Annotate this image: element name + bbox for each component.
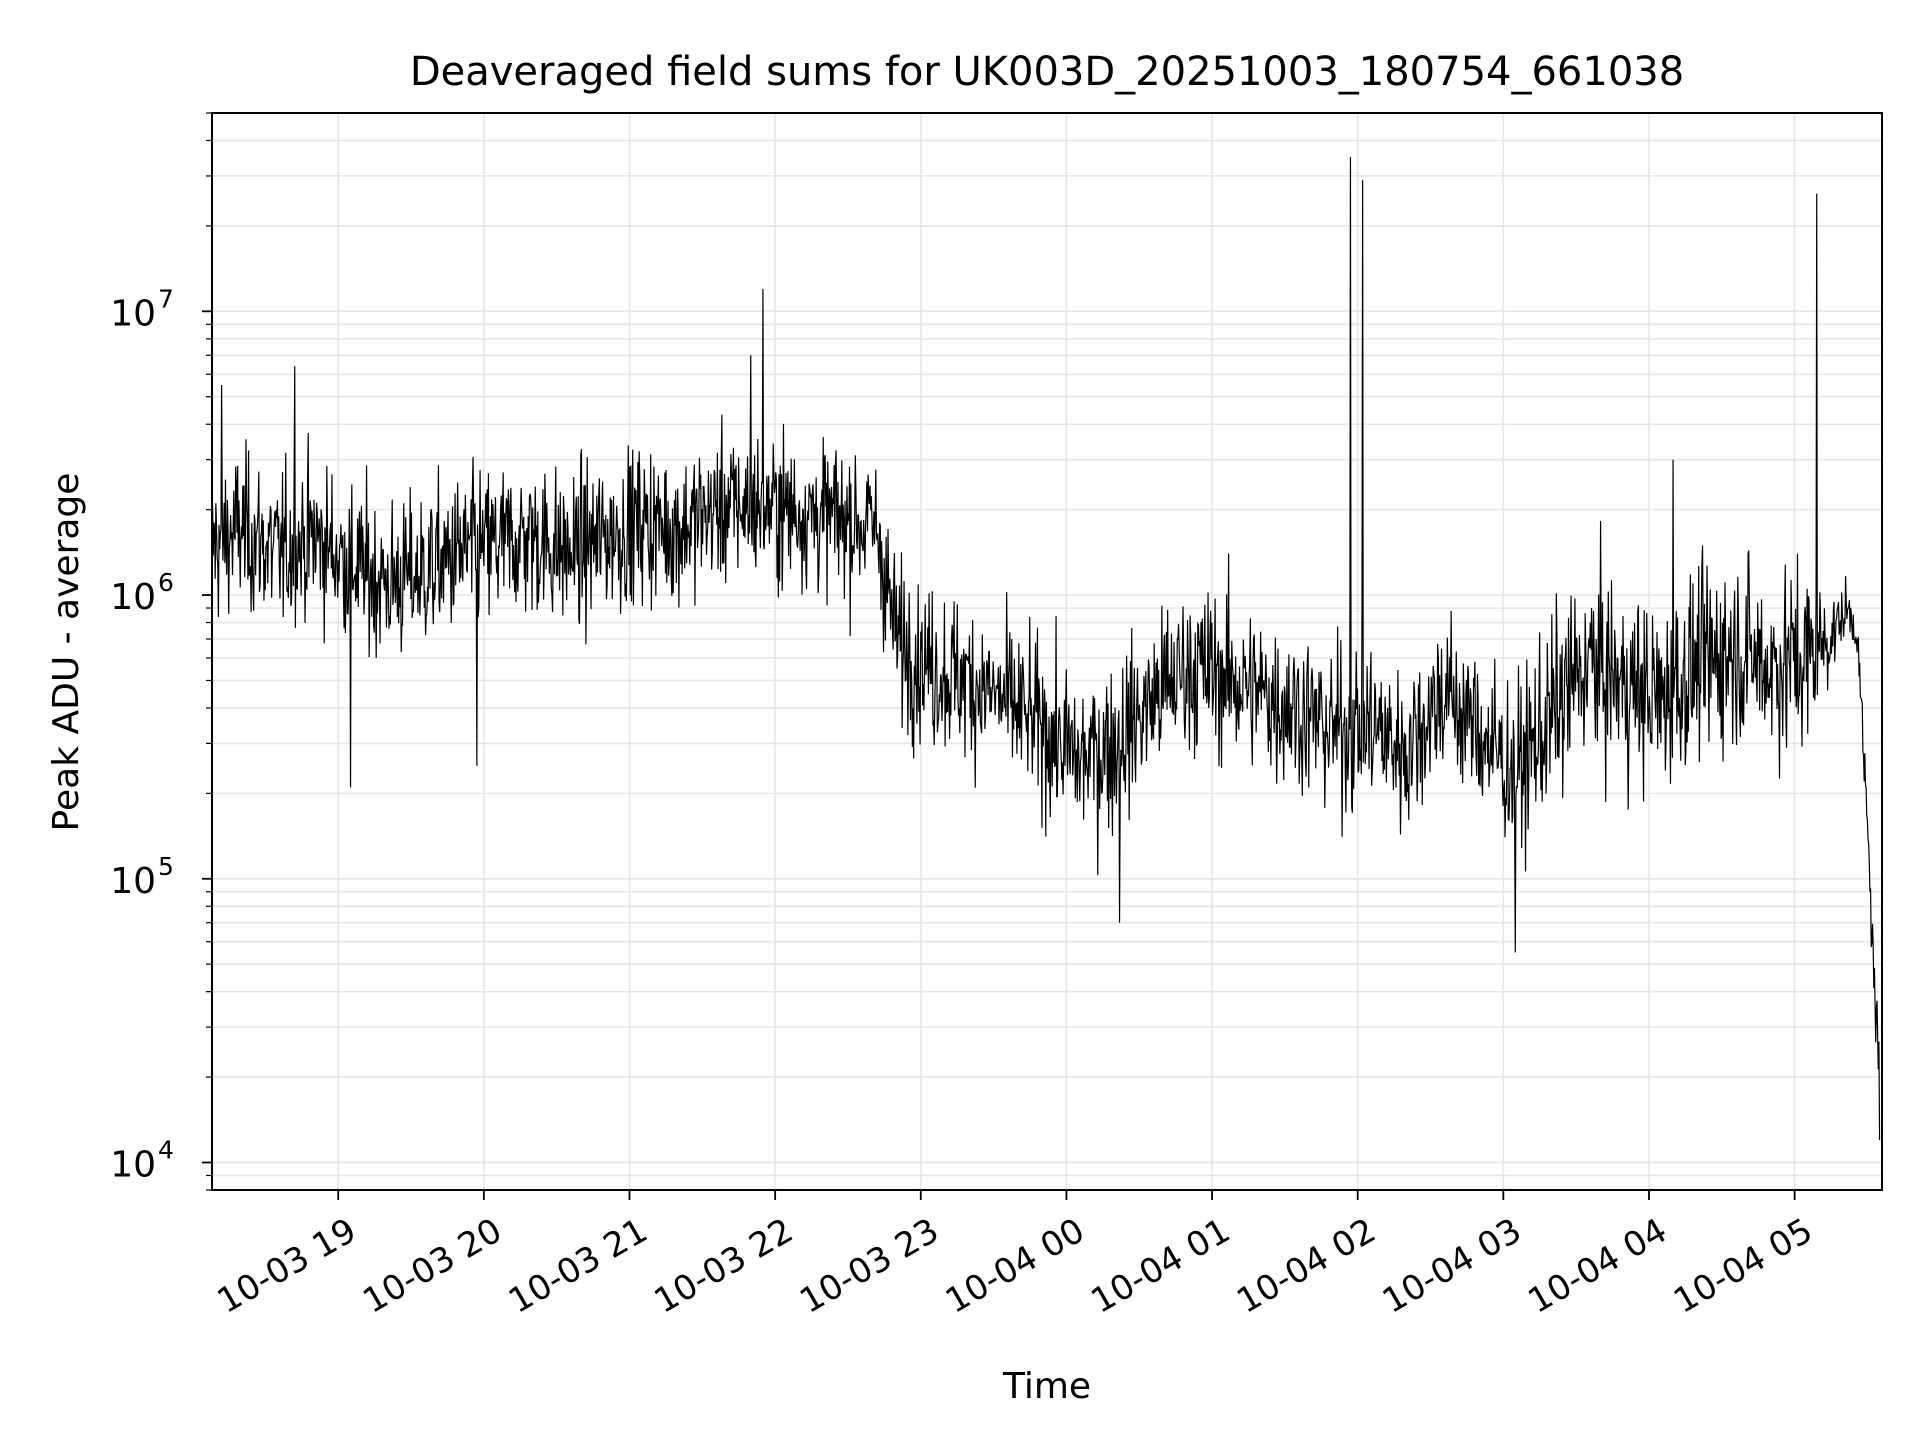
x-axis-label: Time	[1002, 1366, 1091, 1407]
y-axis-label: Peak ADU - average	[46, 473, 87, 832]
y-tick-exponent: 4	[158, 1136, 174, 1165]
chart-title: Deaveraged field sums for UK003D_2025100…	[410, 49, 1684, 95]
plot-area	[212, 156, 1881, 1141]
y-tick-label: 10	[110, 861, 156, 902]
y-tick-exponent: 7	[158, 284, 174, 313]
y-tick-exponent: 5	[158, 852, 174, 881]
y-tick-exponent: 6	[158, 568, 174, 597]
y-tick-label: 10	[110, 1145, 156, 1186]
plot-frame	[211, 112, 1883, 1191]
series-line	[212, 156, 1881, 1141]
grid-lines	[212, 112, 1882, 1191]
y-tick-label: 10	[110, 293, 156, 334]
y-tick-label: 10	[110, 577, 156, 618]
